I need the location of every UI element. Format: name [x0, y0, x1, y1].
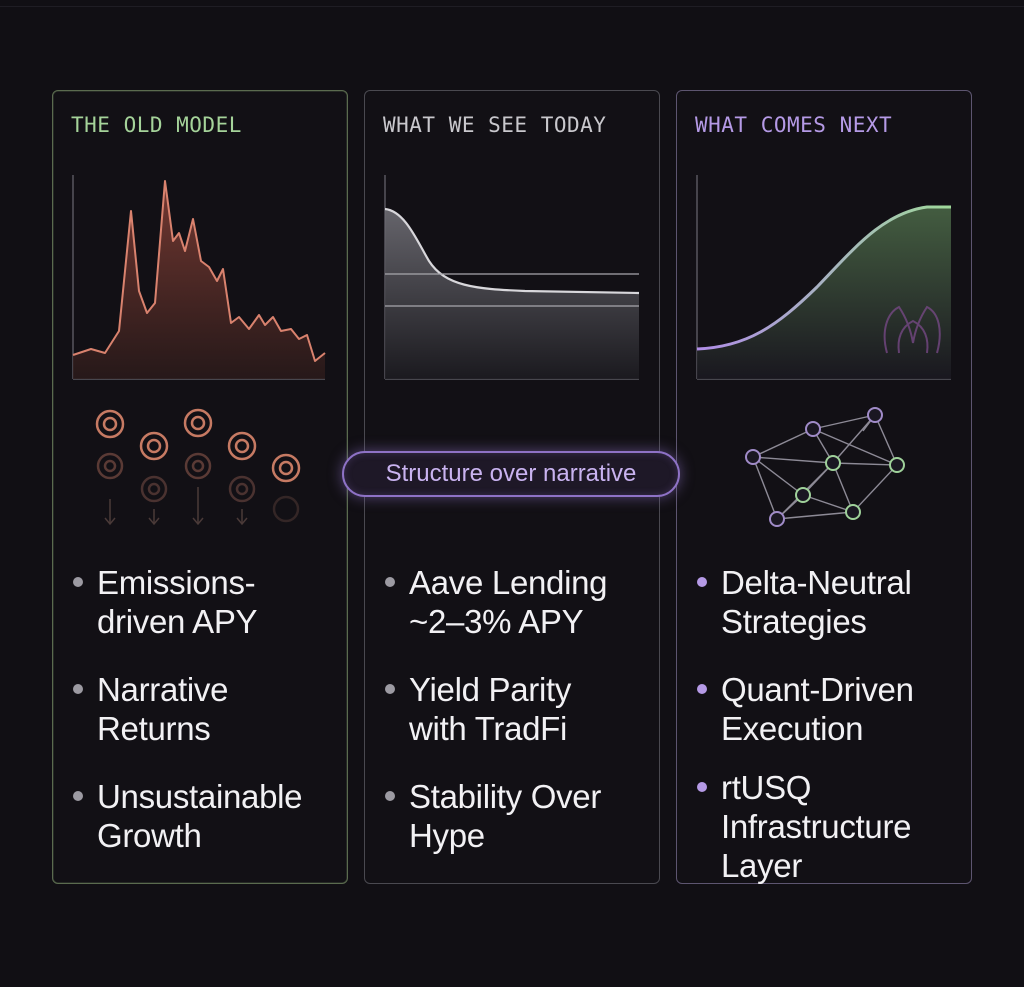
decay-area: [385, 209, 639, 379]
list-item: Quant-Driven Execution: [693, 670, 961, 748]
list-item: Unsustainable Growth: [69, 777, 347, 855]
bullet-list: Aave Lending ~2–3% APY Yield Parity with…: [381, 563, 649, 884]
list-item: rtUSQ Infrastructure Layer: [693, 768, 961, 885]
growth-line: [696, 205, 951, 351]
growth-curve-chart: [696, 175, 951, 527]
bullet-dot: [697, 782, 707, 792]
bullet-dot: [73, 791, 83, 801]
list-item: Stability Over Hype: [381, 777, 649, 855]
yield-decay-chart: [384, 175, 640, 380]
bullet-list: Emissions-driven APY Narrative Returns U…: [69, 563, 347, 884]
emissions-spike-chart: [72, 175, 326, 526]
bullet-dot: [73, 684, 83, 694]
bullet-dot: [385, 791, 395, 801]
list-item: Emissions-driven APY: [69, 563, 347, 641]
brand-logo-icon: [883, 305, 941, 354]
network-graph-icon: [745, 407, 905, 527]
growth-area: [697, 207, 951, 379]
target-circles-icon: [95, 408, 301, 526]
bullet-dot: [73, 577, 83, 587]
bullet-dot: [697, 684, 707, 694]
spike-line: [72, 180, 326, 362]
panel-next: WHAT COMES NEXT: [676, 90, 972, 884]
spike-area: [73, 181, 325, 379]
panel-old-model: THE OLD MODEL: [52, 90, 348, 884]
list-item: Aave Lending ~2–3% APY: [381, 563, 649, 641]
bullet-dot: [385, 577, 395, 587]
list-item: Delta-Neutral Strategies: [693, 563, 961, 641]
list-item: Narrative Returns: [69, 670, 347, 748]
panel-title: WHAT COMES NEXT: [695, 113, 893, 137]
list-item: Yield Parity with TradFi: [381, 670, 649, 748]
structure-pill: Structure over narrative: [342, 451, 680, 497]
panel-title: THE OLD MODEL: [71, 113, 242, 137]
top-divider: [0, 6, 1024, 7]
bullet-dot: [697, 577, 707, 587]
decay-line: [384, 207, 640, 295]
bullet-list: Delta-Neutral Strategies Quant-Driven Ex…: [693, 563, 961, 914]
panel-title: WHAT WE SEE TODAY: [383, 113, 607, 137]
bullet-dot: [385, 684, 395, 694]
